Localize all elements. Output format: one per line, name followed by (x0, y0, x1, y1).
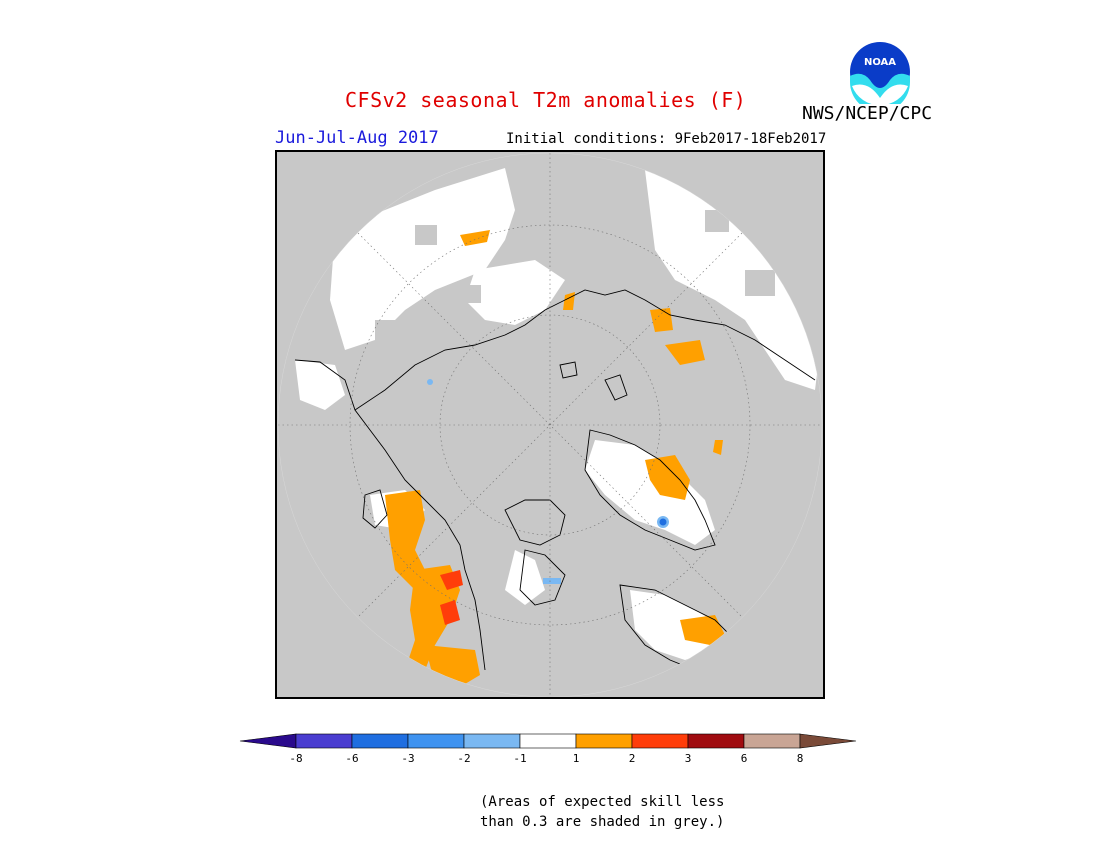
legend-tick-label: -2 (457, 752, 470, 765)
color-legend: -8 -6 -3 -2 -1 1 2 3 6 8 (239, 733, 857, 765)
legend-tick-label: 8 (797, 752, 804, 765)
legend-tick-label: 2 (629, 752, 636, 765)
initial-conditions-label: Initial conditions: 9Feb2017-18Feb2017 (506, 131, 827, 147)
legend-swatch (351, 733, 409, 749)
noaa-logo-text: NOAA (864, 57, 896, 68)
footnote-line-2: than 0.3 are shaded in grey.) (480, 814, 725, 830)
graticule (278, 153, 822, 697)
legend-swatch (743, 733, 801, 749)
legend-swatch (687, 733, 745, 749)
legend-swatch (575, 733, 633, 749)
legend-tick-label: 3 (685, 752, 692, 765)
footnote-line-1: (Areas of expected skill less (480, 794, 725, 810)
cold-anomaly-regions (427, 379, 669, 584)
legend-tick-label: -6 (345, 752, 358, 765)
legend-swatch (631, 733, 689, 749)
agency-label: NWS/NCEP/CPC (802, 103, 933, 124)
map-title: CFSv2 seasonal T2m anomalies (F) (345, 88, 747, 112)
legend-swatch (463, 733, 521, 749)
legend-swatch (519, 733, 577, 749)
noaa-logo: NOAA (849, 41, 911, 104)
season-label: Jun-Jul-Aug 2017 (275, 128, 439, 148)
warm-anomaly-regions (385, 230, 725, 695)
legend-arrow-low (239, 733, 297, 749)
hot-anomaly-regions (440, 570, 463, 625)
legend-swatch (407, 733, 465, 749)
map-border (275, 150, 825, 699)
legend-tick-label: -3 (401, 752, 414, 765)
legend-tick-label: 6 (741, 752, 748, 765)
legend-swatch (295, 733, 353, 749)
polar-map (275, 150, 825, 699)
legend-tick-label: -1 (513, 752, 526, 765)
legend-tick-label: -8 (289, 752, 302, 765)
legend-tick-label: 1 (573, 752, 580, 765)
legend-arrow-high (799, 733, 857, 749)
footnote: (Areas of expected skill less than 0.3 a… (480, 792, 724, 832)
